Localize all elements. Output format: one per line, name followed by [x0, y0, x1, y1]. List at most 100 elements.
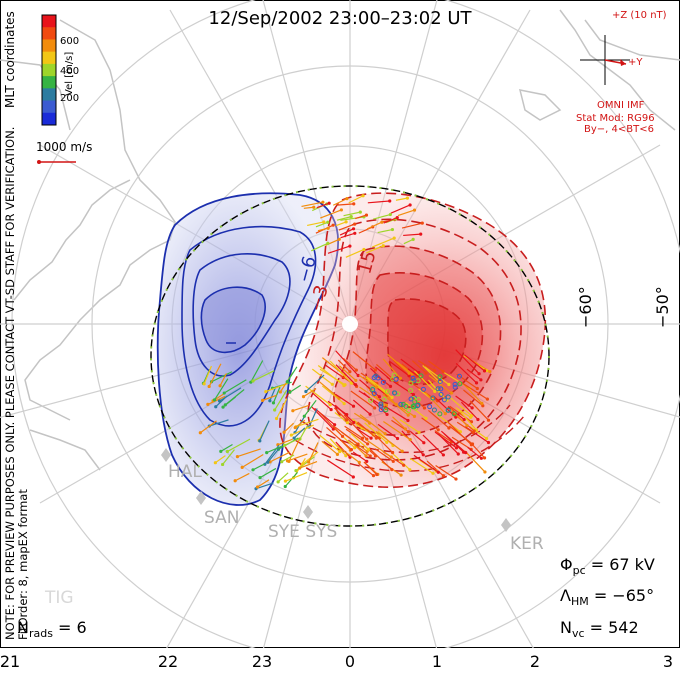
velocity-vector-origin [285, 459, 290, 463]
velocity-vector [352, 451, 368, 462]
velocity-vector-origin [417, 371, 421, 375]
velocity-vector [382, 393, 409, 416]
velocity-vector-origin [360, 436, 365, 440]
velocity-vector-origin [462, 450, 466, 454]
velocity-vector-origin [480, 401, 484, 405]
velocity-vector [329, 360, 352, 384]
imf-clock [580, 35, 630, 85]
velocity-vector-origin [472, 429, 476, 433]
velocity-vector-origin [436, 428, 440, 432]
velocity-vector-origin [388, 384, 393, 388]
velocity-vector-origin [365, 459, 369, 463]
velocity-vector-origin [476, 417, 480, 422]
data-point-marker [456, 373, 462, 379]
velocity-vector [355, 214, 367, 220]
velocity-vector-origin [353, 446, 357, 450]
nvc-symbol: N [560, 618, 572, 637]
pole-marker [342, 316, 358, 332]
data-point-marker [420, 386, 426, 392]
velocity-vector [283, 422, 295, 433]
colorbar-frame [41, 14, 57, 126]
velocity-vector [424, 392, 446, 415]
velocity-vector [334, 404, 355, 423]
velocity-vector-origin [225, 449, 229, 454]
velocity-vector [333, 407, 347, 421]
velocity-vector [335, 444, 360, 463]
velocity-vector [199, 420, 217, 434]
velocity-vector-origin [403, 427, 408, 431]
velocity-vector [348, 195, 364, 204]
velocity-vector [375, 430, 403, 452]
velocity-vector-origin [307, 460, 311, 464]
velocity-vector [390, 204, 411, 214]
station-label-ker: KER [510, 534, 544, 554]
data-point-marker [383, 407, 389, 413]
velocity-vector-origin [456, 452, 460, 456]
velocity-vector [466, 368, 482, 381]
velocity-vector [421, 417, 439, 431]
fit-order-note: FitOrder: 8, mapEX format [16, 489, 30, 640]
velocity-vector-origin [348, 244, 352, 248]
velocity-vector-origin [462, 417, 466, 422]
mlt-tick-23: 23 [251, 652, 273, 671]
velocity-vector [281, 454, 295, 463]
velocity-vector [284, 438, 299, 446]
velocity-vector-origin [327, 201, 331, 205]
velocity-vector-origin [233, 479, 237, 483]
velocity-vector-origin [328, 403, 332, 407]
velocity-vector [288, 438, 301, 462]
hm-boundary-markers [150, 185, 550, 527]
imf-model-line1: Stat Mod: RG96 [576, 113, 655, 124]
data-point-marker [438, 392, 444, 398]
velocity-vector [319, 368, 346, 386]
velocity-vector [428, 360, 444, 372]
velocity-vector [255, 482, 274, 490]
velocity-vector-origin [219, 449, 223, 453]
velocity-vector-origin [322, 220, 326, 224]
velocity-vector [215, 455, 226, 464]
velocity-vector [449, 396, 473, 417]
velocity-vector-origin [301, 462, 305, 466]
velocity-vector-origin [280, 460, 284, 464]
velocity-vector [211, 371, 233, 383]
colorbar-segment [42, 27, 56, 40]
data-point-marker [410, 403, 416, 409]
velocity-vector-origin [411, 237, 415, 241]
data-point-marker [431, 407, 437, 413]
velocity-vector [411, 360, 427, 374]
velocity-vector [311, 406, 334, 430]
velocity-vector-origin [441, 369, 445, 374]
velocity-vector-origin [400, 449, 404, 453]
nrads-subscript: rads [28, 627, 53, 641]
velocity-vector-origin [266, 460, 270, 464]
station-label-tig: TIG [45, 588, 74, 608]
data-point-marker [410, 396, 416, 402]
velocity-vector-origin [392, 236, 396, 240]
velocity-vector-origin [312, 205, 316, 209]
station-markers [161, 448, 511, 532]
station-marker-san [196, 491, 206, 505]
data-point-marker [452, 384, 458, 390]
velocity-vector [397, 209, 415, 217]
velocity-vector-origin [411, 392, 416, 397]
velocity-vector [319, 209, 342, 219]
velocity-vector-origin [340, 434, 345, 438]
velocity-vector-origin [364, 213, 369, 217]
velocity-vector-origin [412, 414, 417, 418]
velocity-vector [222, 449, 235, 465]
velocity-vector [368, 447, 393, 471]
nrads-value: = 6 [58, 618, 87, 637]
velocity-vector-origin [377, 395, 382, 399]
velocity-vector [326, 427, 352, 451]
colorbar-segment [42, 88, 56, 102]
velocity-vector-origin [422, 406, 427, 410]
velocity-vector-origin [443, 412, 447, 416]
velocity-vector [277, 472, 289, 483]
velocity-vector [312, 393, 332, 411]
velocity-vector-origin [353, 222, 357, 226]
velocity-vector [339, 228, 354, 236]
velocity-vector [352, 399, 371, 415]
velocity-vector-origin [251, 468, 255, 472]
velocity-vector [319, 434, 341, 453]
